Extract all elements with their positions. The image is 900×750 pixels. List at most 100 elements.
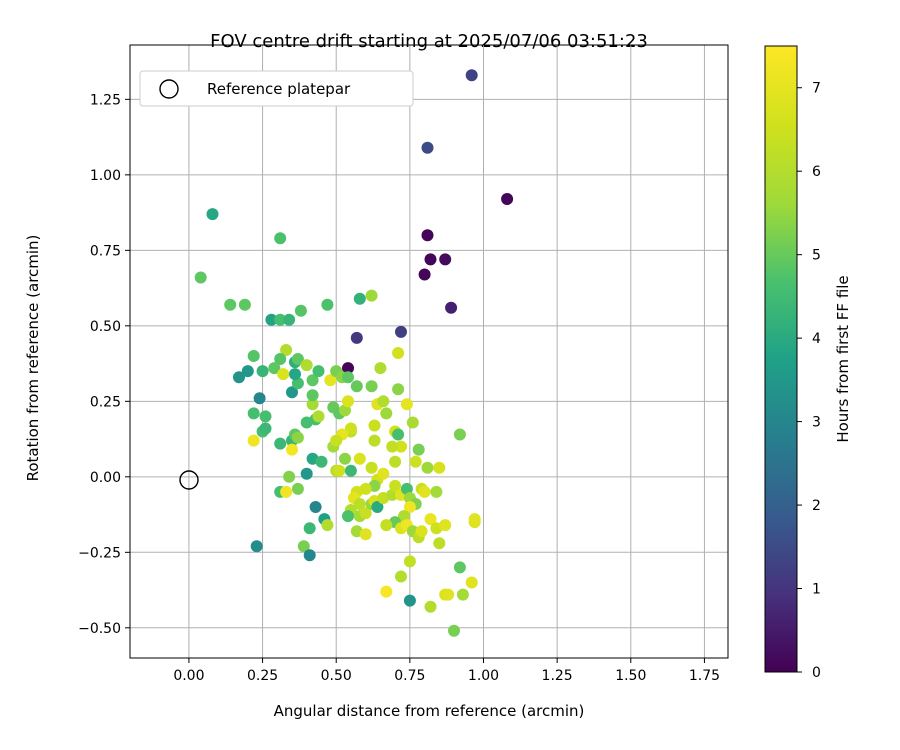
- data-point: [265, 313, 278, 326]
- data-point: [421, 461, 434, 474]
- y-axis-label: Rotation from reference (arcmin): [24, 235, 42, 482]
- data-point: [468, 516, 481, 529]
- data-point: [315, 455, 328, 468]
- data-point: [303, 549, 316, 562]
- data-point: [330, 434, 343, 447]
- data-point: [380, 407, 393, 420]
- data-point: [377, 467, 390, 480]
- y-tick-label: 1.25: [90, 92, 121, 108]
- data-point: [368, 434, 381, 447]
- data-point: [365, 461, 378, 474]
- data-point: [371, 501, 384, 513]
- data-point: [456, 588, 469, 601]
- data-point: [430, 485, 443, 498]
- data-point: [233, 371, 245, 384]
- data-point: [395, 325, 407, 338]
- data-point: [312, 410, 325, 423]
- data-point: [238, 298, 251, 311]
- data-point: [339, 452, 351, 465]
- data-point: [353, 498, 366, 510]
- data-point: [400, 482, 413, 495]
- colorbar-tick-label: 5: [812, 248, 821, 264]
- data-point: [403, 555, 416, 568]
- data-point: [403, 594, 416, 607]
- reference-platepar-marker: [179, 470, 199, 490]
- y-axis-ticks: −0.50 −0.25 0.00 0.25 0.50 0.75 1.00 1.25: [78, 92, 130, 637]
- data-point: [268, 362, 281, 375]
- data-point: [241, 365, 254, 378]
- colorbar-gradient: [764, 45, 798, 673]
- data-point: [342, 371, 354, 384]
- data-point: [309, 501, 322, 513]
- data-point: [386, 488, 399, 501]
- data-point: [365, 289, 378, 302]
- data-point: [421, 229, 434, 242]
- data-point: [359, 507, 372, 520]
- data-point: [277, 368, 290, 381]
- data-point: [350, 380, 363, 393]
- data-point: [465, 69, 478, 82]
- colorbar-tick-label: 4: [812, 331, 821, 347]
- data-point: [400, 398, 413, 411]
- y-tick-label: 0.75: [90, 243, 121, 259]
- data-point: [286, 386, 298, 399]
- data-point: [424, 253, 437, 266]
- data-point: [418, 268, 431, 281]
- data-point: [359, 528, 372, 541]
- data-point: [321, 519, 334, 532]
- data-point: [253, 392, 266, 405]
- data-point: [398, 510, 410, 523]
- data-point: [389, 479, 402, 492]
- data-point: [274, 313, 287, 326]
- data-point: [294, 304, 307, 317]
- data-point: [392, 383, 405, 396]
- data-point: [291, 353, 304, 365]
- plot-frame: [129, 44, 729, 659]
- data-point: [342, 510, 354, 523]
- x-tick-label: 1.00: [468, 668, 499, 684]
- data-point: [333, 464, 346, 477]
- y-tick-label: −0.25: [78, 545, 121, 561]
- data-point: [453, 428, 466, 441]
- data-point: [344, 422, 357, 435]
- data-point: [306, 389, 319, 402]
- x-tick-label: 1.25: [542, 668, 573, 684]
- data-point: [439, 253, 452, 266]
- y-tick-label: 1.00: [90, 168, 121, 184]
- data-point: [353, 292, 366, 305]
- data-point: [274, 437, 287, 450]
- data-point: [409, 455, 422, 468]
- data-point: [300, 467, 313, 480]
- data-point: [297, 540, 310, 553]
- legend-entry-label: Reference platepar: [207, 80, 351, 98]
- data-point: [194, 271, 207, 284]
- colorbar-label: Hours from first FF file: [834, 275, 852, 442]
- data-point: [389, 455, 402, 468]
- x-tick-label: 1.50: [615, 668, 646, 684]
- data-point: [374, 362, 387, 375]
- x-tick-label: 1.75: [689, 668, 720, 684]
- data-point: [395, 570, 407, 583]
- legend: Reference platepar: [139, 70, 414, 107]
- x-axis-ticks: 0.00 0.25 0.50 0.75 1.00 1.25 1.50 1.75: [173, 658, 720, 684]
- data-point: [368, 419, 381, 432]
- legend-reference-icon: [159, 79, 179, 99]
- data-point: [247, 350, 260, 362]
- data-point: [433, 537, 446, 550]
- legend-box: [139, 70, 414, 107]
- data-point: [392, 347, 405, 359]
- data-point: [321, 298, 334, 311]
- y-tick-label: 0.50: [90, 319, 121, 335]
- data-point: [283, 313, 296, 326]
- data-point: [280, 344, 293, 356]
- data-point: [380, 585, 393, 598]
- data-point: [392, 428, 405, 441]
- x-tick-label: 0.50: [321, 668, 352, 684]
- data-point: [465, 576, 478, 589]
- colorbar-ticks: 0 1 2 3 4 5 6 7: [797, 81, 821, 681]
- data-point: [291, 431, 304, 444]
- data-point: [247, 407, 260, 420]
- data-point: [303, 522, 316, 535]
- data-point: [386, 440, 399, 453]
